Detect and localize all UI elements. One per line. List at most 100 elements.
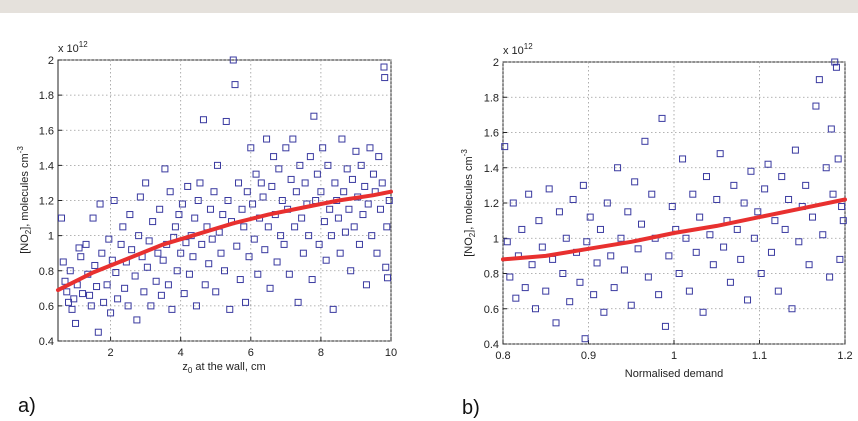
data-point [264, 223, 272, 231]
data-point [658, 114, 666, 122]
data-point [213, 161, 221, 169]
data-point [282, 144, 290, 152]
data-point [809, 213, 817, 221]
data-point [361, 182, 369, 190]
data-point [75, 244, 83, 252]
data-point [368, 232, 376, 240]
data-point [641, 137, 649, 145]
data-point [362, 281, 370, 289]
data-point [383, 223, 391, 231]
data-point [63, 288, 71, 296]
panel-a: 2 4 6 8 10 0.4 0.6 0.8 1 1.2 1.4 1.6 1.8 2 x 1012 z0 … [16, 40, 397, 417]
exponent-label-a: x 1012 [58, 40, 88, 55]
data-point [236, 276, 244, 284]
data-point [812, 102, 820, 110]
data-point [93, 283, 101, 291]
data-point [668, 203, 676, 211]
data-point [291, 223, 299, 231]
data-point [205, 260, 213, 268]
x-axis-label-b: Normalised demand [625, 368, 723, 380]
data-point [521, 284, 529, 292]
data-point [638, 220, 646, 228]
data-point [82, 240, 90, 248]
tick-labels-a: 2 4 6 8 10 0.4 0.6 0.8 1 1.2 1.4 1.6 1.8 2 [39, 55, 397, 359]
scatter-points-a [58, 56, 393, 336]
data-point [117, 240, 125, 248]
data-point [385, 197, 393, 204]
data-point [173, 267, 181, 275]
x-tick-label: 1.1 [752, 350, 767, 362]
data-point [576, 278, 584, 286]
data-point [305, 232, 313, 240]
data-point [96, 200, 104, 208]
data-point [292, 188, 300, 196]
data-point [528, 261, 536, 269]
data-point [58, 214, 66, 222]
data-point [341, 228, 349, 236]
data-point [164, 281, 172, 289]
panel-label-b: b) [462, 397, 480, 419]
data-point [285, 270, 293, 278]
data-point [317, 188, 325, 196]
data-point [352, 147, 360, 155]
data-point [168, 305, 176, 313]
data-point [257, 179, 265, 187]
data-point [273, 258, 281, 266]
data-point [375, 153, 383, 161]
data-point [600, 308, 608, 316]
data-point [593, 259, 601, 267]
data-point [774, 287, 782, 295]
data-point [545, 185, 553, 193]
data-point [221, 267, 228, 275]
data-point [610, 284, 618, 292]
data-point [378, 179, 386, 187]
data-point [171, 223, 179, 231]
data-point [322, 256, 330, 264]
data-point [238, 205, 246, 213]
data-point [802, 181, 810, 189]
data-point [175, 211, 183, 219]
data-point [177, 249, 185, 257]
data-point [750, 234, 758, 242]
y-tick-label: 0.6 [39, 301, 54, 313]
data-point [819, 231, 827, 239]
data-point [767, 248, 775, 256]
data-point [199, 116, 207, 124]
data-point [834, 155, 842, 163]
data-point [135, 232, 143, 240]
data-point [247, 144, 255, 152]
data-point [740, 199, 748, 207]
data-point [91, 261, 99, 269]
y-tick-label: 0.8 [484, 269, 499, 281]
data-point [156, 205, 164, 213]
data-point [747, 167, 755, 175]
data-point [501, 143, 509, 151]
data-point [222, 117, 230, 125]
data-point [313, 170, 321, 178]
data-point [590, 291, 598, 299]
data-point [189, 253, 197, 261]
data-point [648, 190, 656, 198]
data-point [243, 188, 251, 196]
data-point [180, 290, 188, 298]
data-point [607, 252, 615, 260]
data-point [737, 255, 745, 263]
data-point [224, 197, 232, 204]
data-point [298, 214, 306, 222]
data-point [627, 301, 635, 309]
data-point [805, 261, 813, 269]
data-point [329, 305, 337, 313]
data-point [249, 200, 257, 208]
data-point [569, 195, 577, 203]
data-point [126, 211, 134, 219]
data-point [617, 234, 625, 242]
data-point [364, 200, 372, 208]
data-point [634, 245, 642, 253]
data-point [263, 135, 271, 143]
data-point [79, 290, 87, 298]
data-point [778, 173, 786, 181]
y-tick-label: 1.4 [39, 160, 54, 172]
data-point [86, 291, 94, 299]
data-point [838, 203, 846, 211]
y-tick-label: 1.6 [484, 128, 499, 140]
